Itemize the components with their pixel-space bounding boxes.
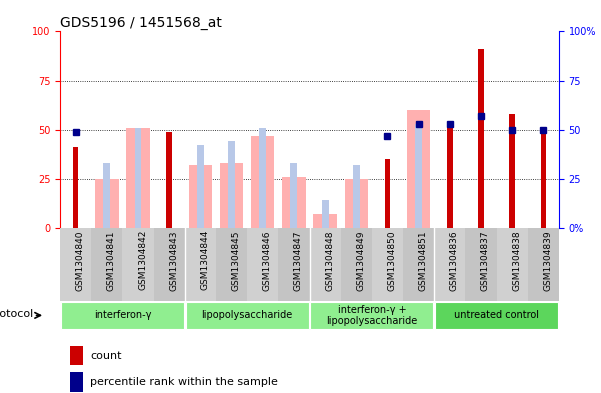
Bar	[197, 145, 204, 228]
Text: untreated control: untreated control	[454, 310, 539, 320]
Bar	[403, 228, 434, 301]
Text: GSM1304847: GSM1304847	[294, 230, 303, 290]
Bar	[434, 228, 465, 301]
Bar	[510, 114, 515, 228]
Bar	[61, 302, 184, 329]
Bar	[372, 228, 403, 301]
Bar	[435, 302, 558, 329]
Bar	[282, 177, 306, 228]
Text: interferon-γ: interferon-γ	[94, 310, 151, 320]
Bar	[186, 302, 308, 329]
Bar	[103, 163, 111, 228]
Bar	[251, 136, 275, 228]
Text: GSM1304843: GSM1304843	[169, 230, 178, 290]
Bar	[496, 228, 528, 301]
Bar	[73, 147, 79, 228]
Bar	[407, 110, 430, 228]
Bar	[216, 228, 247, 301]
Text: interferon-γ +
lipopolysaccharide: interferon-γ + lipopolysaccharide	[326, 305, 418, 326]
Bar	[228, 141, 235, 228]
Text: protocol: protocol	[0, 309, 33, 319]
Bar	[247, 228, 278, 301]
Text: count: count	[90, 351, 121, 361]
Bar	[385, 159, 390, 228]
Bar	[478, 49, 484, 228]
Bar	[313, 214, 337, 228]
Bar	[126, 128, 150, 228]
Text: GSM1304850: GSM1304850	[388, 230, 397, 291]
Bar	[447, 126, 453, 228]
Bar	[311, 302, 433, 329]
Bar	[528, 228, 559, 301]
Bar	[415, 124, 422, 228]
Bar	[91, 228, 123, 301]
Bar	[344, 179, 368, 228]
Bar	[60, 228, 91, 301]
Text: GSM1304838: GSM1304838	[512, 230, 521, 291]
Text: GSM1304841: GSM1304841	[107, 230, 116, 290]
Bar	[70, 346, 82, 365]
Bar	[290, 163, 297, 228]
Bar	[310, 228, 341, 301]
Bar	[353, 165, 360, 228]
Bar	[123, 228, 154, 301]
Bar	[540, 130, 546, 228]
Text: lipopolysaccharide: lipopolysaccharide	[201, 310, 293, 320]
Bar	[166, 132, 172, 228]
Text: GSM1304848: GSM1304848	[325, 230, 334, 290]
Text: GDS5196 / 1451568_at: GDS5196 / 1451568_at	[60, 17, 222, 30]
Bar	[322, 200, 329, 228]
Text: GSM1304842: GSM1304842	[138, 230, 147, 290]
Bar	[70, 372, 82, 392]
Bar	[259, 128, 266, 228]
Text: GSM1304851: GSM1304851	[419, 230, 428, 291]
Bar	[95, 179, 118, 228]
Bar	[135, 128, 141, 228]
Bar	[185, 228, 216, 301]
Bar	[154, 228, 185, 301]
Text: GSM1304840: GSM1304840	[76, 230, 85, 290]
Text: GSM1304845: GSM1304845	[231, 230, 240, 290]
Bar	[189, 165, 212, 228]
Bar	[465, 228, 496, 301]
Text: GSM1304837: GSM1304837	[481, 230, 490, 291]
Text: GSM1304844: GSM1304844	[200, 230, 209, 290]
Text: GSM1304846: GSM1304846	[263, 230, 272, 290]
Text: percentile rank within the sample: percentile rank within the sample	[90, 377, 278, 387]
Bar	[220, 163, 243, 228]
Text: GSM1304836: GSM1304836	[450, 230, 459, 291]
Bar	[278, 228, 310, 301]
Text: GSM1304839: GSM1304839	[543, 230, 552, 291]
Text: GSM1304849: GSM1304849	[356, 230, 365, 290]
Bar	[341, 228, 372, 301]
